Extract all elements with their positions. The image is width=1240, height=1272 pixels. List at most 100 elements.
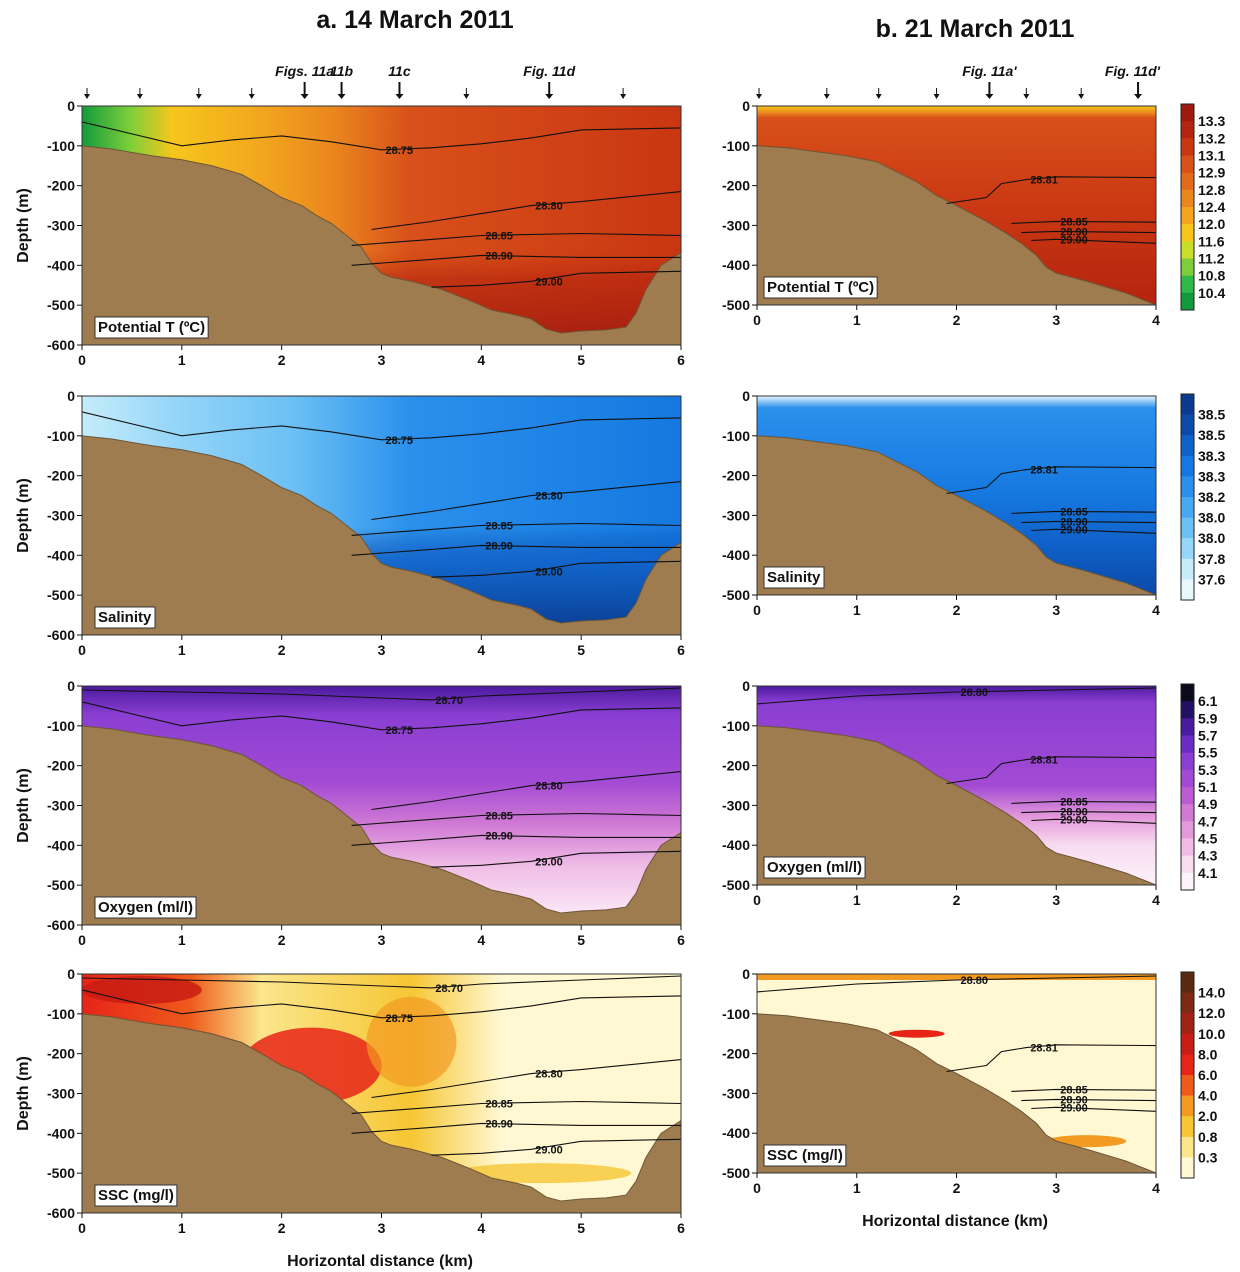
x-tick-label: 2 <box>278 642 286 658</box>
seafloor <box>82 435 681 635</box>
isopycnal-28.90 <box>351 254 681 266</box>
y-tick-label: -300 <box>722 797 750 813</box>
seafloor <box>757 725 1156 885</box>
colorbar-tick-label: 12.0 <box>1198 216 1225 232</box>
isopycnal-29.00 <box>431 560 681 578</box>
isopycnal-28.90 <box>1021 810 1156 814</box>
isopycnal-label: 28.70 <box>435 695 463 707</box>
colorbar-tick-label: 4.1 <box>1198 865 1218 881</box>
y-tick-label: -200 <box>722 178 750 194</box>
colorbar-swatch <box>1181 1095 1194 1117</box>
x-tick-label: 5 <box>577 642 585 658</box>
colorbar-tick-label: 5.7 <box>1198 728 1218 744</box>
colorbar-tick-label: 8.0 <box>1198 1046 1218 1062</box>
colorbar-tick-label: 5.1 <box>1198 779 1218 795</box>
isopycnal-28.81 <box>946 756 1156 785</box>
x-tick-label: 3 <box>1052 602 1060 618</box>
isopycnal-label: 28.85 <box>485 810 513 822</box>
colorbar-ssc: 14.0 12.0 10.0 8.0 6.0 4.0 2.0 0.8 0.3 <box>1180 971 1225 1179</box>
colorbar-tick-label: 4.5 <box>1198 831 1218 847</box>
y-tick-label: -400 <box>722 837 750 853</box>
y-axis-label: Depth (m) <box>15 478 32 553</box>
isopycnal-28.80 <box>371 191 681 231</box>
colorbar-swatch <box>1181 1116 1194 1138</box>
x-tick-label: 0 <box>78 352 86 368</box>
y-tick-label: -600 <box>47 627 75 643</box>
x-axis-label-b: Horizontal distance (km) <box>862 1213 1048 1230</box>
isopycnal-label: 28.90 <box>1060 1094 1088 1106</box>
colorbar-tick-label: 4.0 <box>1198 1088 1218 1104</box>
y-tick-label: -300 <box>47 1086 75 1102</box>
colorbar-swatch <box>1181 872 1194 891</box>
x-tick-label: 2 <box>953 1180 961 1196</box>
colorbar-swatch <box>1181 735 1194 754</box>
y-tick-label: -100 <box>47 428 75 444</box>
isopycnal-label: 28.80 <box>535 201 563 213</box>
x-tick-label: 0 <box>753 602 761 618</box>
x-tick-label: 3 <box>378 642 386 658</box>
colorbar-swatch <box>1181 684 1194 702</box>
x-tick-label: 2 <box>953 892 961 908</box>
colorbar-tick-label: 13.3 <box>1198 113 1225 129</box>
isopycnal-29.00 <box>431 1138 681 1156</box>
y-axis-label: Depth (m) <box>15 1056 32 1131</box>
x-tick-label: 0 <box>78 932 86 948</box>
colorbar-swatch <box>1181 804 1194 822</box>
isopycnal-label: 29.00 <box>535 1144 563 1156</box>
colorbar-tick-label: 6.1 <box>1198 693 1218 709</box>
colorbar-swatch <box>1181 579 1194 601</box>
y-tick-label: -200 <box>722 758 750 774</box>
y-tick-label: -200 <box>47 178 75 194</box>
isopycnal-28.80 <box>757 687 1156 705</box>
colorbar-swatch <box>1181 476 1194 498</box>
isopycnal-28.80 <box>757 975 1156 993</box>
isopycnal-label: 28.85 <box>1060 1084 1088 1096</box>
isopycnal-28.85 <box>351 522 681 536</box>
colorbar-swatch <box>1181 855 1194 874</box>
y-tick-label: -200 <box>47 758 75 774</box>
y-tick-label: -600 <box>47 917 75 933</box>
colorbar-swatch <box>1181 104 1194 122</box>
x-tick-label: 5 <box>577 352 585 368</box>
x-tick-label: 1 <box>178 1220 186 1236</box>
seafloor <box>757 1013 1156 1173</box>
isopycnal-label: 28.85 <box>1060 506 1088 518</box>
isopycnal-label: 28.81 <box>1030 175 1058 187</box>
colorbar-swatch <box>1181 121 1194 139</box>
colorbar-tick-label: 37.6 <box>1198 571 1225 587</box>
isopycnal-28.75 <box>82 701 681 731</box>
x-tick-label: 1 <box>178 352 186 368</box>
isopycnal-label: 28.90 <box>1060 806 1088 818</box>
isopycnal-29.00 <box>1031 818 1156 824</box>
colorbar-swatch <box>1181 455 1194 477</box>
y-tick-label: -300 <box>722 1085 750 1101</box>
colorbar-tick-label: 38.2 <box>1198 489 1225 505</box>
isopycnal-29.00 <box>1031 528 1156 534</box>
colorbar-tick-label: 0.8 <box>1198 1129 1218 1145</box>
x-tick-label: 2 <box>278 932 286 948</box>
y-tick-label: -300 <box>47 508 75 524</box>
isopycnal-label: 28.80 <box>961 975 989 987</box>
isopycnal-28.85 <box>351 1100 681 1114</box>
y-tick-label: 0 <box>67 98 75 114</box>
isopycnal-28.80 <box>371 1059 681 1099</box>
y-tick-label: -500 <box>722 877 750 893</box>
x-tick-label: 5 <box>577 932 585 948</box>
variable-label: Oxygen (ml/l) <box>98 899 193 916</box>
colorbar-swatch <box>1181 189 1194 208</box>
colorbar-swatch <box>1181 172 1194 191</box>
colorbar-tick-label: 13.1 <box>1198 148 1225 164</box>
colorbar-swatch <box>1181 1033 1194 1055</box>
y-axis-label: Depth (m) <box>15 188 32 263</box>
isopycnal-label: 29.00 <box>535 276 563 288</box>
x-tick-label: 4 <box>1152 602 1160 618</box>
isopycnal-28.75 <box>82 989 681 1019</box>
colorbar-salinity: 38.5 38.5 38.3 38.3 38.2 38.0 38.0 37.8 37.6 <box>1180 393 1225 601</box>
x-tick-label: 0 <box>78 1220 86 1236</box>
colorbar-swatch <box>1181 1075 1194 1097</box>
y-tick-label: -500 <box>722 587 750 603</box>
isopycnal-29.00 <box>431 850 681 868</box>
isopycnal-28.80 <box>371 771 681 811</box>
x-tick-label: 0 <box>753 892 761 908</box>
x-axis-label-a: Horizontal distance (km) <box>287 1253 473 1270</box>
